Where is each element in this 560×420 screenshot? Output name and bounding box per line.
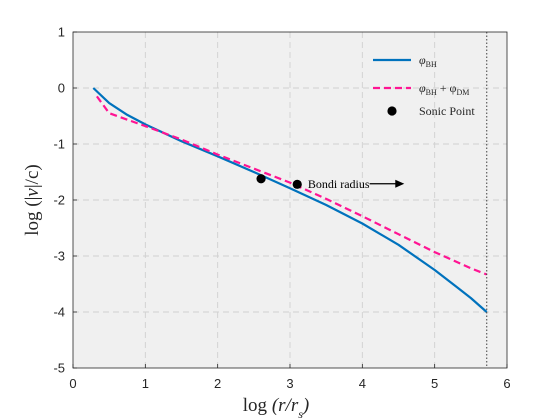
y-axis-title: log (|v|/c) [22, 164, 43, 235]
series-layer [92, 87, 488, 313]
sonic-point-marker [256, 174, 266, 184]
plot-frame [72, 31, 508, 369]
series-line-2 [96, 95, 488, 276]
y-tick-label: -3 [53, 249, 65, 264]
legend: φBH φBH + φDM Sonic Point [373, 53, 475, 118]
x-tick-label: 2 [214, 376, 221, 391]
x-tick-label: 5 [431, 376, 438, 391]
x-tick-label: 4 [359, 376, 366, 391]
y-tick-label: 0 [58, 81, 65, 96]
legend-label-sonic: Sonic Point [419, 104, 475, 118]
x-tick-label: 0 [69, 376, 76, 391]
sonic-points [256, 174, 302, 189]
y-tick-label: -2 [53, 193, 65, 208]
series-line-1 [92, 87, 488, 313]
x-tick-label: 3 [286, 376, 293, 391]
x-tick-labels: 0 1 2 3 4 5 6 [69, 376, 510, 391]
legend-label-bh: φBH [419, 53, 437, 69]
bondi-arrow-head [395, 179, 405, 188]
x-tick-label: 1 [142, 376, 149, 391]
bondi-radius-label: Bondi radius [308, 177, 370, 191]
y-tick-label: -1 [53, 137, 65, 152]
legend-label-bh-dm: φBH + φDM [419, 81, 469, 97]
y-tick-label: -5 [53, 361, 65, 376]
bondi-annotation: Bondi radius [308, 32, 488, 368]
y-tick-label: -4 [53, 305, 65, 320]
x-axis-title: log (r/rs) [243, 395, 309, 420]
y-tick-labels: -5 -4 -3 -2 -1 0 1 [53, 25, 65, 376]
x-tick-label: 6 [503, 376, 510, 391]
sonic-point-marker [292, 179, 302, 189]
y-tick-label: 1 [58, 25, 65, 40]
grid [73, 32, 507, 368]
legend-swatch-sonic [387, 106, 397, 116]
